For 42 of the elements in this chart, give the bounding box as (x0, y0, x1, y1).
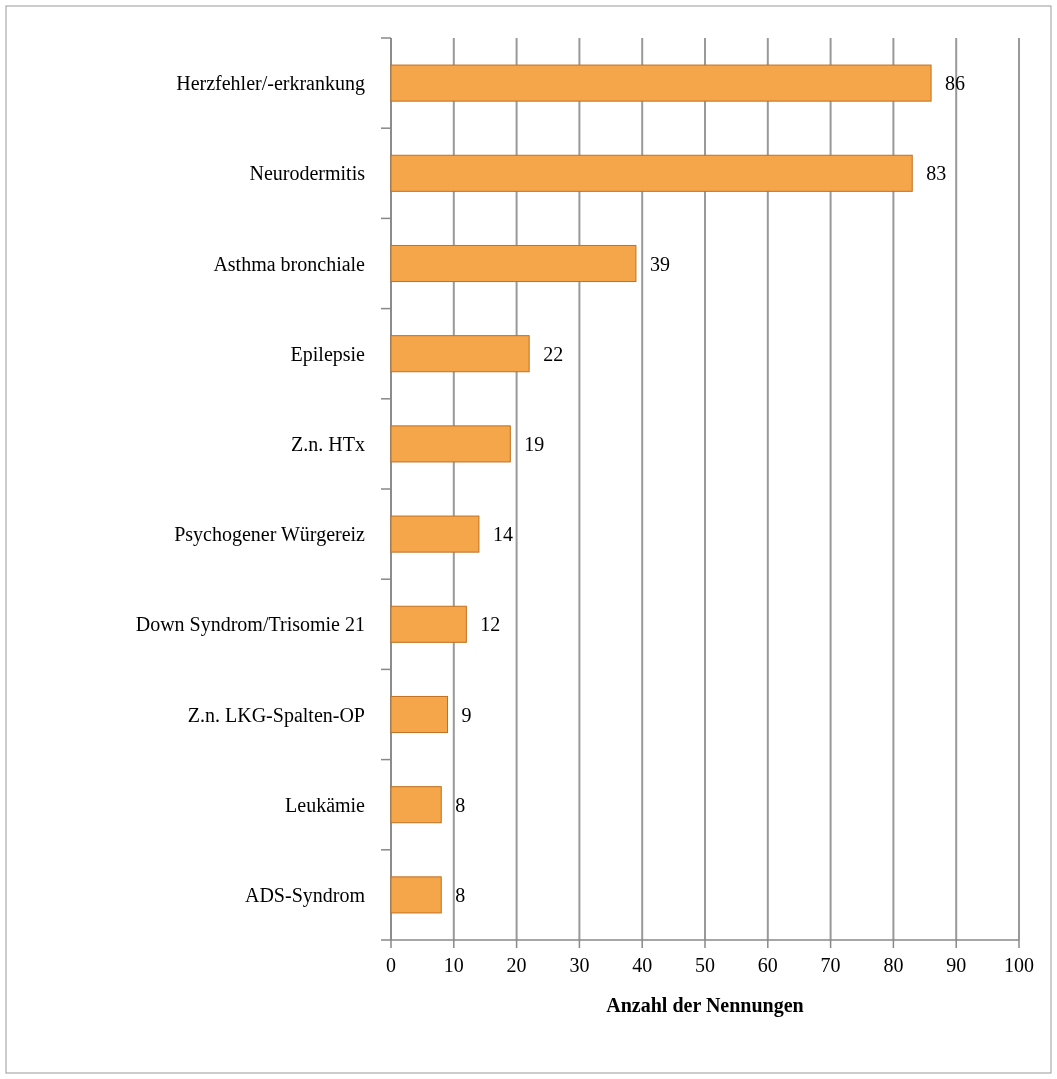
y-tick-label: Herzfehler/-erkrankung (176, 72, 365, 96)
bar (390, 425, 511, 463)
data-label: 14 (492, 523, 513, 546)
x-tick-label: 50 (695, 954, 715, 976)
bar (390, 786, 442, 824)
data-label: 19 (524, 432, 545, 455)
data-label: 9 (461, 703, 472, 726)
x-tick-label: 100 (1004, 954, 1034, 976)
x-axis-title: Anzahl der Nennungen (606, 994, 804, 1017)
x-tick-label: 90 (946, 954, 967, 976)
y-tick-label: Neurodermitis (249, 162, 366, 185)
data-label: 86 (945, 72, 966, 95)
bar (390, 605, 467, 643)
x-tick-label: 60 (757, 954, 778, 976)
x-tick-label: 80 (883, 954, 904, 976)
data-label: 22 (543, 342, 564, 365)
y-tick-label: Leukämie (285, 793, 366, 816)
x-tick-label: 30 (569, 954, 590, 976)
y-tick-label: Z.n. HTx (291, 432, 365, 455)
bar (390, 154, 913, 192)
y-tick-label: ADS-Syndrom (244, 883, 366, 907)
bar (390, 244, 637, 283)
data-label: 12 (480, 613, 501, 636)
y-tick-label: Psychogener Würgereiz (174, 523, 366, 547)
bar (390, 695, 449, 734)
data-label: 83 (926, 162, 947, 185)
bar (390, 515, 480, 553)
data-label: 39 (649, 252, 670, 275)
y-tick-label: Z.n. LKG-Spalten-OP (187, 703, 365, 727)
x-tick-label: 0 (386, 954, 396, 976)
data-label: 8 (455, 883, 466, 906)
bar (390, 335, 530, 373)
data-label: 8 (455, 793, 466, 816)
x-tick-label: 20 (506, 954, 527, 976)
x-tick-label: 70 (820, 954, 841, 976)
bar (390, 64, 932, 102)
y-tick-label: Asthma bronchiale (213, 252, 366, 275)
y-tick-label: Epilepsie (290, 342, 366, 366)
x-tick-label: 10 (443, 954, 464, 976)
bar (390, 876, 442, 914)
x-tick-label: 40 (632, 954, 653, 976)
y-tick-label: Down Syndrom/Trisomie 21 (135, 613, 365, 637)
